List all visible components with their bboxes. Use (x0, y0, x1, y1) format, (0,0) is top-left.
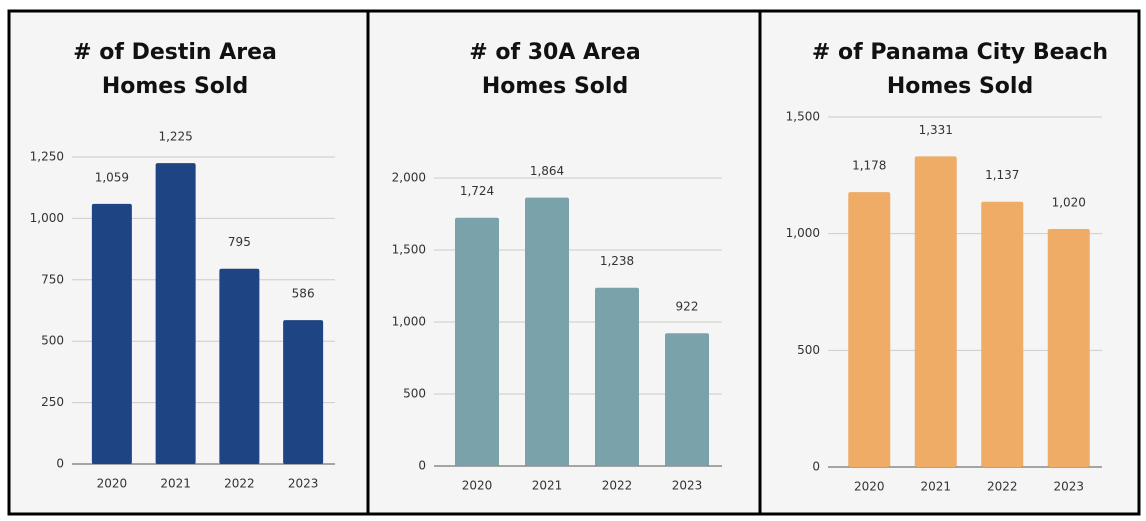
y-tick-label: 750 (41, 272, 64, 286)
value-label: 1,724 (460, 184, 494, 198)
value-label: 795 (228, 235, 251, 249)
y-tick-label: 1,500 (392, 243, 426, 257)
x-tick-label: 2021 (920, 480, 951, 494)
value-label: 1,059 (95, 170, 129, 184)
x-tick-label: 2020 (97, 477, 128, 491)
value-label: 1,238 (600, 254, 634, 268)
bar (219, 268, 260, 464)
x-tick-label: 2021 (160, 477, 191, 491)
x-tick-label: 2023 (1053, 480, 1084, 494)
y-tick-label: 500 (797, 343, 820, 357)
x-tick-label: 2021 (532, 479, 563, 493)
y-tick-label: 1,500 (786, 110, 820, 124)
y-tick-label: 0 (56, 457, 64, 471)
x-tick-label: 2020 (854, 480, 885, 494)
value-label: 1,864 (530, 164, 564, 178)
x-tick-label: 2023 (288, 477, 319, 491)
bar (525, 197, 569, 467)
bar (283, 320, 324, 464)
value-label: 1,137 (985, 168, 1019, 182)
y-tick-label: 0 (812, 460, 820, 474)
bar (91, 203, 132, 464)
y-tick-label: 500 (403, 387, 426, 401)
bar (981, 201, 1024, 467)
chart-title: # of 30A Area Homes Sold (469, 40, 641, 99)
value-label: 1,225 (158, 130, 192, 144)
y-tick-label: 250 (41, 395, 64, 409)
value-label: 922 (676, 300, 699, 314)
bar (665, 333, 709, 466)
x-tick-label: 2022 (224, 477, 255, 491)
y-tick-label: 1,000 (30, 211, 64, 225)
x-tick-label: 2020 (462, 479, 493, 493)
y-tick-label: 0 (418, 459, 426, 473)
bar (155, 163, 196, 464)
y-tick-label: 500 (41, 334, 64, 348)
value-label: 586 (292, 287, 315, 301)
y-tick-label: 1,000 (786, 226, 820, 240)
bar (455, 217, 499, 466)
y-tick-label: 1,250 (30, 150, 64, 164)
x-tick-label: 2022 (602, 479, 633, 493)
bar (595, 287, 639, 466)
chart-title: # of Panama City Beach Homes Sold (811, 40, 1109, 99)
bar (1047, 229, 1090, 467)
x-tick-label: 2023 (672, 479, 703, 493)
chart-title: # of Destin Area Homes Sold (73, 40, 277, 99)
y-tick-label: 1,000 (392, 315, 426, 329)
value-label: 1,020 (1052, 196, 1086, 210)
value-label: 1,178 (852, 159, 886, 173)
y-tick-label: 2,000 (392, 171, 426, 185)
value-label: 1,331 (919, 123, 953, 137)
x-tick-label: 2022 (987, 480, 1018, 494)
bar (848, 192, 891, 467)
bar (914, 156, 957, 467)
